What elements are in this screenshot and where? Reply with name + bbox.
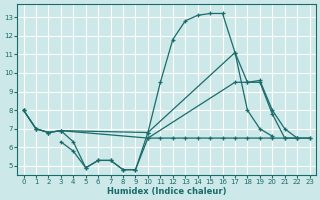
X-axis label: Humidex (Indice chaleur): Humidex (Indice chaleur) xyxy=(107,187,226,196)
